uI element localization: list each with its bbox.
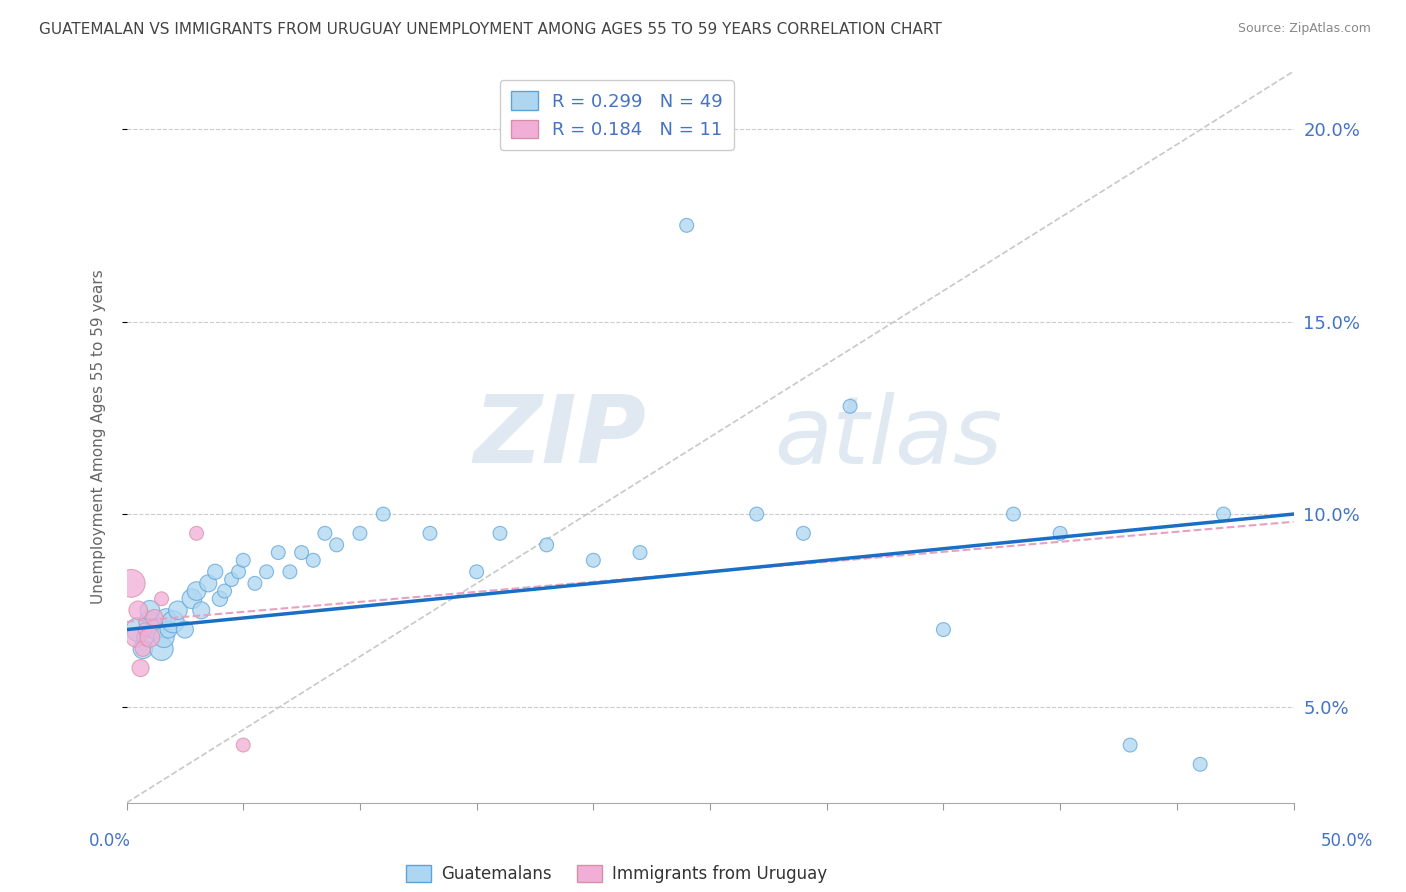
Point: [167, 603, 190, 617]
Point: [127, 603, 149, 617]
Text: Source: ZipAtlas.com: Source: ZipAtlas.com: [1237, 22, 1371, 36]
Point: [214, 584, 236, 599]
Point: [325, 538, 347, 552]
Point: [349, 526, 371, 541]
Point: [278, 565, 301, 579]
Point: [143, 611, 166, 625]
Text: atlas: atlas: [775, 392, 1002, 483]
Point: [232, 553, 254, 567]
Point: [290, 545, 312, 559]
Point: [150, 591, 173, 606]
Point: [582, 553, 605, 567]
Text: 0.0%: 0.0%: [89, 831, 131, 849]
Point: [157, 623, 180, 637]
Legend: Guatemalans, Immigrants from Uruguay: Guatemalans, Immigrants from Uruguay: [399, 858, 834, 889]
Point: [120, 576, 142, 591]
Point: [155, 611, 177, 625]
Point: [267, 545, 290, 559]
Point: [839, 399, 862, 413]
Point: [134, 630, 156, 644]
Point: [221, 573, 243, 587]
Point: [204, 565, 226, 579]
Point: [232, 738, 254, 752]
Point: [675, 219, 697, 233]
Point: [243, 576, 266, 591]
Point: [186, 526, 208, 541]
Point: [150, 641, 173, 656]
Point: [139, 630, 162, 644]
Point: [1119, 738, 1142, 752]
Text: 50.0%: 50.0%: [1320, 831, 1374, 849]
Point: [180, 591, 202, 606]
Point: [134, 623, 156, 637]
Point: [489, 526, 512, 541]
Point: [1002, 507, 1025, 521]
Point: [419, 526, 441, 541]
Point: [256, 565, 278, 579]
Point: [628, 545, 651, 559]
Point: [132, 641, 155, 656]
Point: [1212, 507, 1234, 521]
Point: [143, 623, 166, 637]
Point: [465, 565, 488, 579]
Point: [536, 538, 558, 552]
Point: [314, 526, 336, 541]
Point: [132, 641, 155, 656]
Text: ZIP: ZIP: [472, 391, 645, 483]
Point: [174, 623, 197, 637]
Point: [139, 603, 162, 617]
Point: [186, 584, 208, 599]
Y-axis label: Unemployment Among Ages 55 to 59 years: Unemployment Among Ages 55 to 59 years: [91, 269, 105, 605]
Point: [373, 507, 395, 521]
Point: [162, 615, 184, 629]
Point: [153, 630, 176, 644]
Point: [745, 507, 768, 521]
Point: [139, 615, 162, 629]
Point: [1049, 526, 1071, 541]
Point: [302, 553, 325, 567]
Point: [129, 661, 152, 675]
Point: [208, 591, 231, 606]
Point: [932, 623, 955, 637]
Text: GUATEMALAN VS IMMIGRANTS FROM URUGUAY UNEMPLOYMENT AMONG AGES 55 TO 59 YEARS COR: GUATEMALAN VS IMMIGRANTS FROM URUGUAY UN…: [39, 22, 942, 37]
Point: [228, 565, 250, 579]
Point: [197, 576, 219, 591]
Point: [792, 526, 814, 541]
Point: [125, 630, 148, 644]
Point: [1189, 757, 1212, 772]
Point: [127, 623, 149, 637]
Point: [190, 603, 212, 617]
